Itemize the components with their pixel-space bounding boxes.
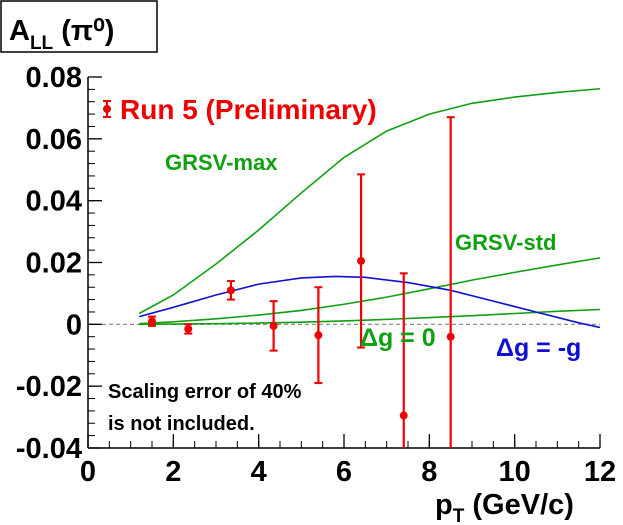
title-rest: (π⁰) bbox=[53, 15, 114, 47]
data-point bbox=[269, 321, 278, 330]
y-tick-label: 0.04 bbox=[26, 186, 82, 218]
curve-label-grsv-max: GRSV-max bbox=[165, 150, 278, 175]
title-frame bbox=[0, 0, 158, 53]
legend: Run 5 (Preliminary) bbox=[103, 94, 377, 125]
data-point bbox=[357, 256, 366, 265]
y-tick-label: 0 bbox=[66, 309, 82, 341]
data-points bbox=[148, 116, 455, 448]
chart-title-box: ALL (π⁰) bbox=[0, 0, 158, 54]
curve-label-dg0: Δg = 0 bbox=[360, 324, 436, 352]
y-tick-label: 0.06 bbox=[26, 124, 82, 156]
x-axis-title-p: p bbox=[435, 489, 453, 521]
curve-grsv-std bbox=[139, 257, 601, 325]
x-tick-label: 6 bbox=[336, 456, 352, 488]
data-point bbox=[148, 317, 156, 326]
data-point bbox=[226, 286, 235, 295]
curve--g-0 bbox=[139, 308, 601, 326]
curve--g-g bbox=[138, 275, 601, 329]
curve-grsv-max bbox=[138, 87, 601, 315]
data-point bbox=[399, 411, 408, 420]
scaling-note-line2: is not included. bbox=[108, 413, 255, 435]
curve-label-grsv-std: GRSV-std bbox=[455, 230, 556, 255]
chart-title: ALL (π⁰) bbox=[9, 15, 114, 54]
x-tick-label: 8 bbox=[421, 456, 437, 488]
x-tick-label: 10 bbox=[499, 456, 531, 488]
theory-curves bbox=[138, 87, 601, 329]
curve-label-dg-minus-g: Δg = -g bbox=[496, 334, 581, 362]
title-main: A bbox=[9, 15, 30, 47]
data-point bbox=[446, 332, 455, 341]
x-tick-label: 2 bbox=[165, 456, 181, 488]
data-point bbox=[184, 324, 193, 333]
x-axis-title-sub: T bbox=[453, 506, 465, 525]
x-axis-title: pT (GeV/c) bbox=[435, 489, 574, 525]
y-tick-label: -0.02 bbox=[16, 371, 82, 403]
x-tick-label: 0 bbox=[80, 456, 96, 488]
y-tick-label: -0.04 bbox=[16, 433, 82, 465]
x-axis-title-rest: (GeV/c) bbox=[464, 489, 574, 521]
y-tick-label: 0.02 bbox=[26, 248, 82, 280]
y-tick-label: 0.08 bbox=[26, 62, 82, 94]
data-point bbox=[314, 331, 323, 340]
title-sub: LL bbox=[30, 33, 54, 54]
x-tick-label: 4 bbox=[251, 456, 267, 488]
x-tick-label: 12 bbox=[584, 456, 616, 488]
x-ticks: 0 2 4 6 8 10 12 bbox=[80, 434, 616, 488]
scaling-note-line1: Scaling error of 40% bbox=[108, 381, 302, 403]
legend-marker-dot bbox=[103, 105, 111, 113]
y-ticks: -0.04 -0.02 0 0.02 0.04 0.06 0.08 bbox=[16, 62, 102, 465]
legend-label: Run 5 (Preliminary) bbox=[120, 94, 377, 125]
